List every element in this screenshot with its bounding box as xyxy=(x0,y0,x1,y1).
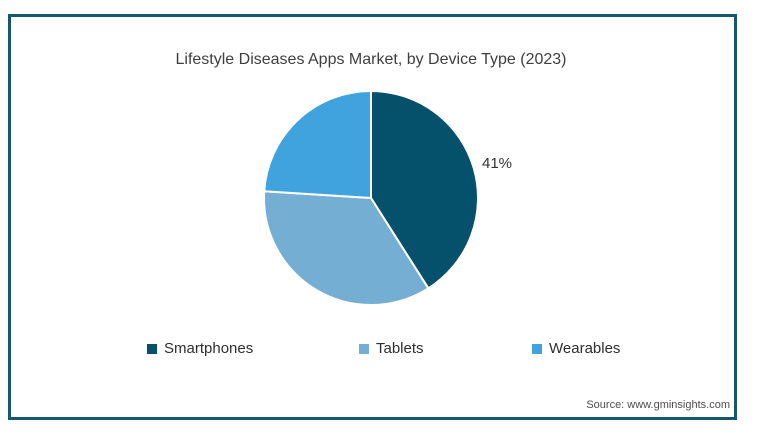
slice-value-label: 41% xyxy=(482,155,513,172)
legend-item-smartphones: Smartphones xyxy=(147,340,253,358)
pie-chart xyxy=(263,90,479,306)
legend-item-wearables: Wearables xyxy=(532,340,620,358)
legend-label-tablets: Tablets xyxy=(376,340,424,357)
legend-label-wearables: Wearables xyxy=(549,340,621,357)
pie-slice-tablets xyxy=(263,190,430,306)
legend-swatch-tablets xyxy=(359,344,369,354)
legend-item-tablets: Tablets xyxy=(359,340,424,358)
legend-swatch-smartphones xyxy=(147,344,157,354)
chart-title: Lifestyle Diseases Apps Market, by Devic… xyxy=(175,51,567,68)
pie-slice-wearables xyxy=(263,90,372,199)
legend-label-smartphones: Smartphones xyxy=(164,340,254,357)
source-attribution: Source: www.gminsights.com xyxy=(586,399,730,411)
legend-swatch-wearables xyxy=(532,344,542,354)
